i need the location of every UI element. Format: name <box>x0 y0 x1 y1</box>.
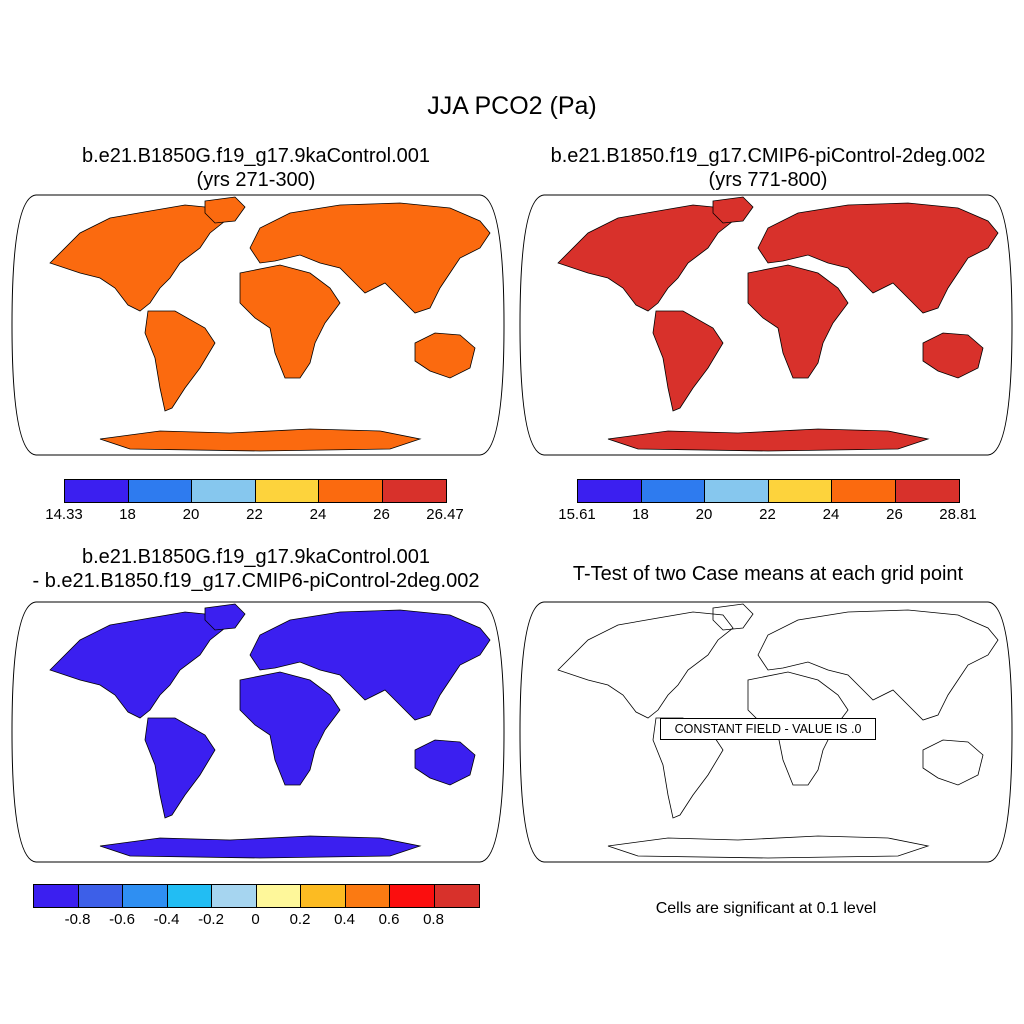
colorbar1-tick-4: 24 <box>309 506 327 523</box>
map-panel2 <box>519 194 1013 456</box>
panel3-south-america <box>144 717 216 819</box>
colorbar3-swatch-9 <box>434 885 479 907</box>
colorbar3-swatch-0 <box>34 885 79 907</box>
panel4-greenland <box>712 603 754 631</box>
colorbar2-swatch-5 <box>895 480 959 502</box>
colorbar2-swatch-1 <box>641 480 705 502</box>
panel3-eurasia <box>249 609 491 721</box>
panel1-title-line2: (yrs 271-300) <box>196 169 316 191</box>
colorbar1-tick-0: 14.33 <box>45 506 83 523</box>
panel4-title: T-Test of two Case means at each grid po… <box>572 563 964 585</box>
colorbar3-tick-0: -0.8 <box>64 911 91 928</box>
colorbar-panel2 <box>577 479 960 503</box>
panel4-antarctica <box>607 835 930 859</box>
panel1-greenland <box>204 196 246 224</box>
map-panel3 <box>11 601 505 863</box>
figure-title: JJA PCO2 (Pa) <box>427 92 597 120</box>
significance-note: Cells are significant at 0.1 level <box>655 900 877 917</box>
colorbar1-swatch-4 <box>319 480 383 502</box>
colorbar1-swatch-1 <box>128 480 192 502</box>
colorbar1-tick-5: 26 <box>373 506 390 523</box>
panel1-title-line1: b.e21.B1850G.f19_g17.9kaControl.001 <box>81 145 431 167</box>
colorbar3-swatch-3 <box>167 885 212 907</box>
colorbar2-swatch-2 <box>705 480 769 502</box>
colorbar2-tick-6: 28.81 <box>939 506 977 523</box>
panel3-north-america <box>49 611 226 719</box>
panel1-south-america <box>144 310 216 412</box>
colorbar1-tick-6: 26.47 <box>426 506 464 523</box>
panel1-australia <box>414 332 476 379</box>
colorbar2-swatch-4 <box>832 480 896 502</box>
colorbar3-tick-1: -0.6 <box>109 911 135 928</box>
colorbar2-tick-4: 24 <box>822 506 840 523</box>
map-panel1 <box>11 194 505 456</box>
panel3-greenland <box>204 603 246 631</box>
colorbar1-swatch-0 <box>65 480 129 502</box>
colorbar1-swatch-2 <box>192 480 256 502</box>
colorbar1-swatch-5 <box>382 480 446 502</box>
panel3-antarctica <box>99 835 422 859</box>
panel1-north-america <box>49 204 226 312</box>
panel3-africa <box>239 671 341 786</box>
colorbar3-tick-7: 0.6 <box>378 911 400 928</box>
panel2-eurasia <box>757 202 999 314</box>
panel2-south-america <box>652 310 724 412</box>
colorbar3-swatch-5 <box>256 885 301 907</box>
panel1-africa <box>239 264 341 379</box>
colorbar-panel1 <box>64 479 447 503</box>
colorbar2-swatch-0 <box>578 480 642 502</box>
panel3-title: b.e21.B1850G.f19_g17.9kaControl.001 - b.… <box>0 545 542 593</box>
constant-field-label: CONSTANT FIELD - VALUE IS .0 <box>660 718 876 740</box>
colorbar3-tick-3: -0.2 <box>198 911 224 928</box>
colorbar3-tick-4: 0 <box>251 911 260 928</box>
colorbar3-tick-5: 0.2 <box>289 911 311 928</box>
colorbar3-swatch-1 <box>78 885 123 907</box>
colorbar3-swatch-7 <box>345 885 390 907</box>
colorbar3-tick-6: 0.4 <box>334 911 355 928</box>
colorbar3-tick-2: -0.4 <box>153 911 180 928</box>
colorbar-panel3 <box>33 884 480 908</box>
panel2-north-america <box>557 204 734 312</box>
colorbar3-swatch-8 <box>390 885 435 907</box>
panel2-title: b.e21.B1850.f19_g17.CMIP6-piControl-2deg… <box>512 144 1024 192</box>
panel1-eurasia <box>249 202 491 314</box>
colorbar1-tick-1: 18 <box>119 506 136 523</box>
colorbar2-tick-3: 22 <box>759 506 776 523</box>
panel1-antarctica <box>99 428 422 452</box>
panel2-africa <box>747 264 849 379</box>
colorbar2-swatch-3 <box>768 480 832 502</box>
colorbar3-swatch-2 <box>123 885 168 907</box>
colorbar1-tick-2: 20 <box>182 506 200 523</box>
panel3-title-line2: - b.e21.B1850.f19_g17.CMIP6-piControl-2d… <box>32 570 480 592</box>
colorbar3-swatch-6 <box>301 885 346 907</box>
colorbar2-tick-5: 26 <box>886 506 903 523</box>
panel4-australia <box>922 739 984 786</box>
panel3-title-line1: b.e21.B1850G.f19_g17.9kaControl.001 <box>81 546 431 568</box>
colorbar1-swatch-3 <box>255 480 319 502</box>
panel2-australia <box>922 332 984 379</box>
colorbar2-tick-1: 18 <box>632 506 649 523</box>
colorbar3-tick-8: 0.8 <box>423 911 444 928</box>
panel2-antarctica <box>607 428 930 452</box>
colorbar2-tick-2: 20 <box>695 506 713 523</box>
colorbar2-tick-0: 15.61 <box>558 506 596 523</box>
panel2-greenland <box>712 196 754 224</box>
colorbar3-swatch-4 <box>212 885 257 907</box>
panel1-title: b.e21.B1850G.f19_g17.9kaControl.001 (yrs… <box>0 144 512 192</box>
panel3-australia <box>414 739 476 786</box>
panel4-eurasia <box>757 609 999 721</box>
colorbar1-tick-3: 22 <box>246 506 263 523</box>
panel4-north-america <box>557 611 734 719</box>
panel2-title-line2: (yrs 771-800) <box>708 169 828 191</box>
panel2-title-line1: b.e21.B1850.f19_g17.CMIP6-piControl-2deg… <box>550 145 986 167</box>
